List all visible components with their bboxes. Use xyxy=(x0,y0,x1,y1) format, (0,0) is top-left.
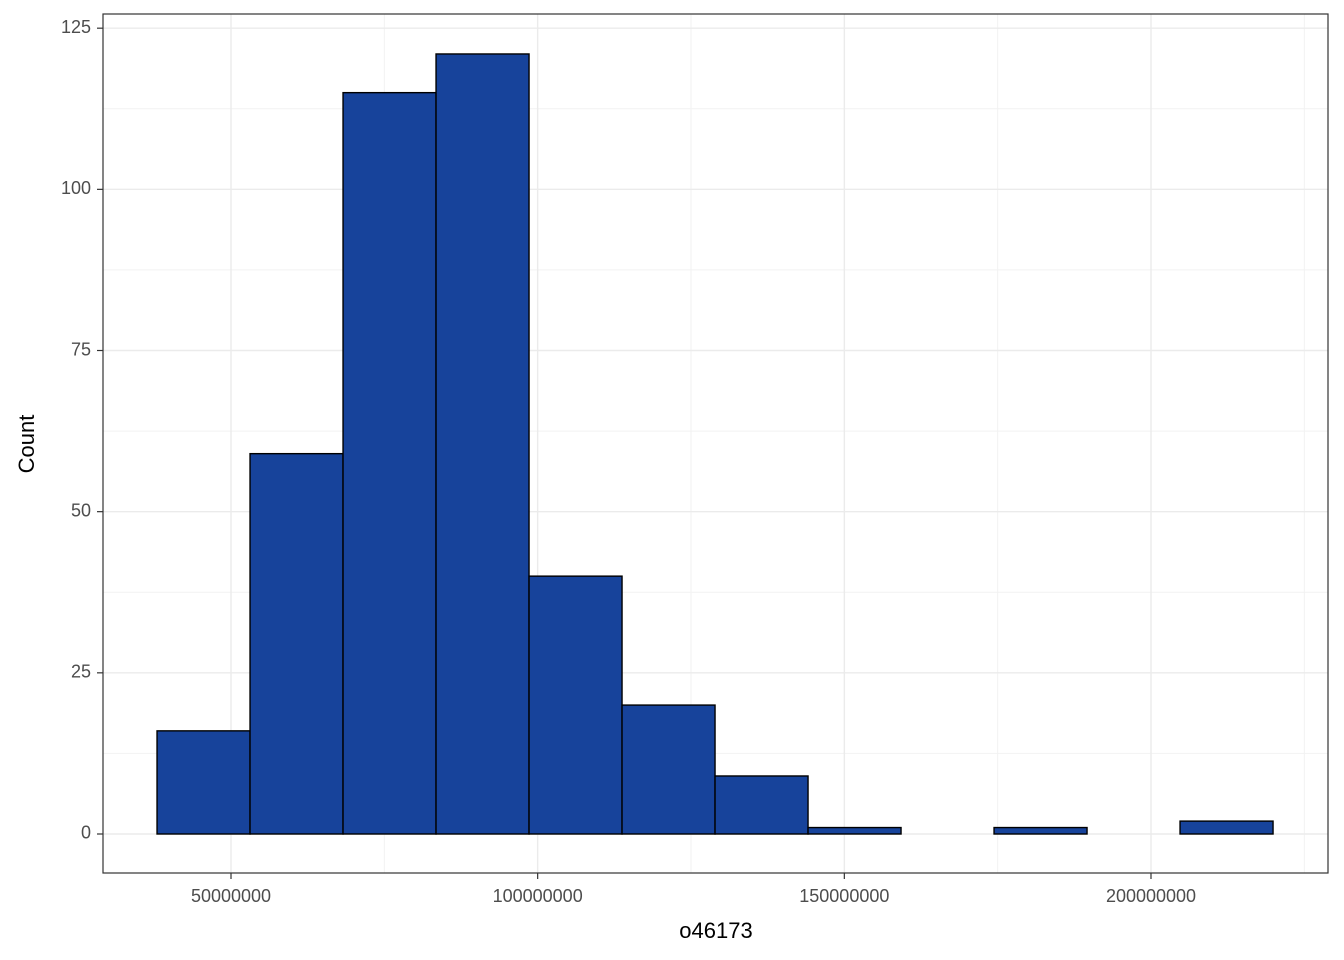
bar xyxy=(1179,820,1274,835)
panel-border xyxy=(102,13,1329,874)
bar xyxy=(249,452,344,835)
y-tick-label: 0 xyxy=(81,823,91,843)
y-tick-label: 125 xyxy=(61,17,91,37)
x-tick-label: 50000000 xyxy=(191,886,271,906)
bar xyxy=(993,826,1088,835)
y-tick-label: 25 xyxy=(71,662,91,682)
x-tick-label: 100000000 xyxy=(493,886,583,906)
bar xyxy=(807,826,902,835)
bar xyxy=(342,91,437,835)
y-tick-label: 50 xyxy=(71,500,91,520)
bar xyxy=(156,730,251,835)
bar xyxy=(528,575,623,835)
x-tick-label: 150000000 xyxy=(799,886,889,906)
bars xyxy=(156,53,1274,835)
y-tick-label: 100 xyxy=(61,178,91,198)
bar xyxy=(714,775,809,835)
x-axis-title: o46173 xyxy=(679,918,752,943)
y-tick-label: 75 xyxy=(71,339,91,359)
x-tick-label: 200000000 xyxy=(1106,886,1196,906)
bar xyxy=(621,704,716,835)
y-axis-title: Count xyxy=(14,415,39,474)
bar xyxy=(435,53,530,835)
